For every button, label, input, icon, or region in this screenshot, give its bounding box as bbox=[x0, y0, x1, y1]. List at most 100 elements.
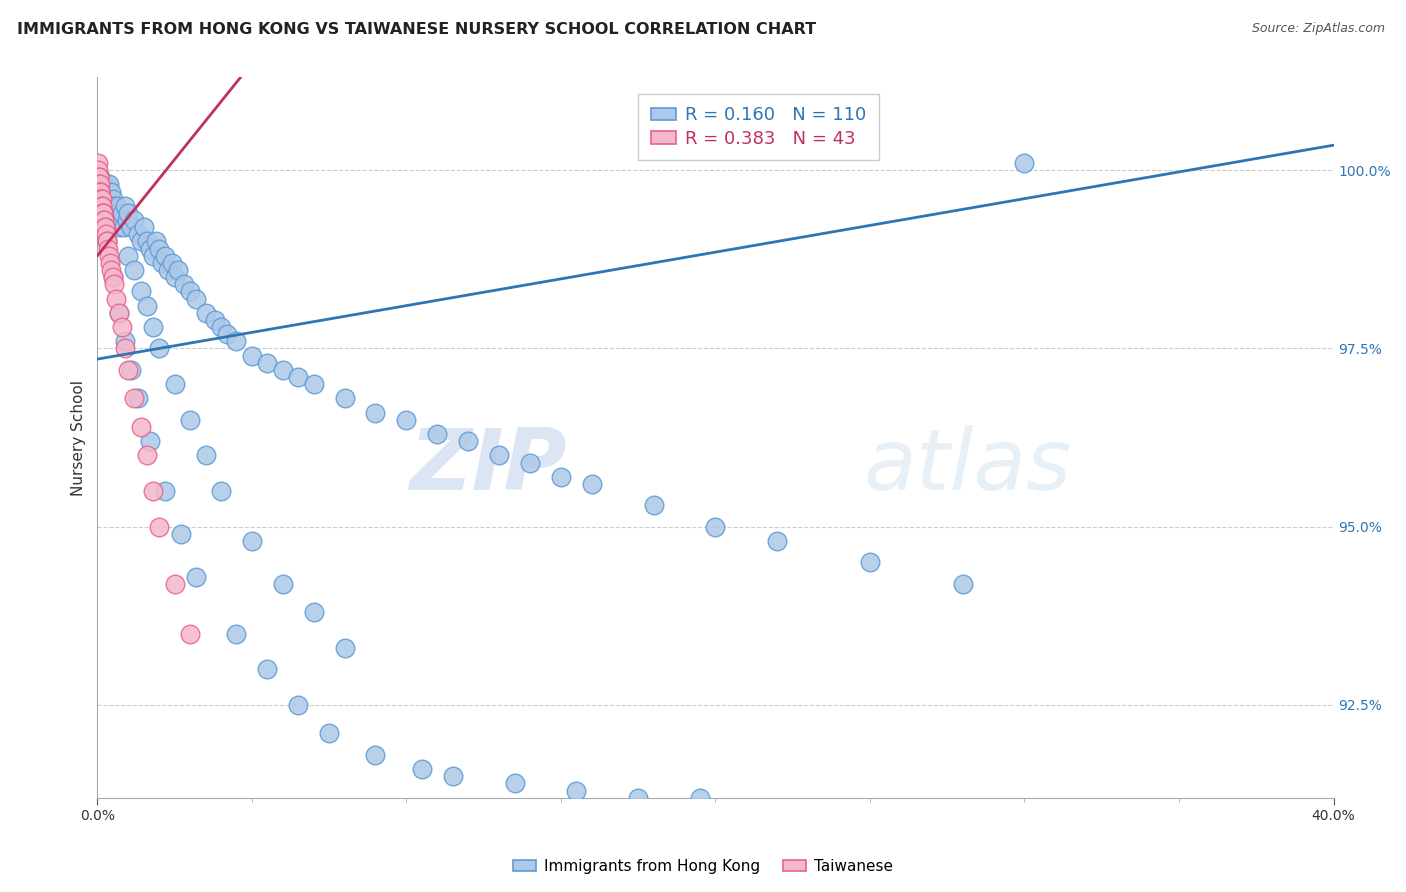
Point bbox=[117, 363, 139, 377]
Point bbox=[170, 526, 193, 541]
Point bbox=[94, 227, 117, 242]
Point bbox=[124, 263, 146, 277]
Point bbox=[96, 185, 118, 199]
Point bbox=[179, 285, 201, 299]
Point bbox=[135, 235, 157, 249]
Point bbox=[129, 420, 152, 434]
Point bbox=[441, 769, 464, 783]
Point bbox=[96, 235, 118, 249]
Point bbox=[457, 434, 479, 449]
Point bbox=[333, 392, 356, 406]
Point bbox=[240, 533, 263, 548]
Point bbox=[287, 698, 309, 712]
Point bbox=[90, 192, 112, 206]
Point bbox=[120, 363, 142, 377]
Point bbox=[101, 192, 124, 206]
Point bbox=[117, 249, 139, 263]
Point bbox=[142, 249, 165, 263]
Point bbox=[87, 156, 110, 170]
Point bbox=[302, 605, 325, 619]
Point bbox=[488, 449, 510, 463]
Point bbox=[93, 213, 115, 227]
Point bbox=[271, 576, 294, 591]
Point bbox=[163, 576, 186, 591]
Point bbox=[135, 299, 157, 313]
Point bbox=[166, 263, 188, 277]
Point bbox=[91, 206, 114, 220]
Point bbox=[94, 192, 117, 206]
Point bbox=[101, 270, 124, 285]
Point bbox=[142, 483, 165, 498]
Point bbox=[98, 249, 121, 263]
Point bbox=[135, 449, 157, 463]
Point bbox=[160, 256, 183, 270]
Point bbox=[148, 519, 170, 533]
Point bbox=[98, 256, 121, 270]
Point bbox=[155, 483, 177, 498]
Point bbox=[225, 626, 247, 640]
Point bbox=[104, 292, 127, 306]
Point bbox=[87, 170, 110, 185]
Point bbox=[111, 320, 134, 334]
Point bbox=[127, 227, 149, 242]
Point bbox=[114, 334, 136, 349]
Point bbox=[108, 220, 131, 235]
Point bbox=[952, 576, 974, 591]
Point bbox=[114, 342, 136, 356]
Point bbox=[204, 313, 226, 327]
Point bbox=[94, 220, 117, 235]
Point bbox=[103, 199, 125, 213]
Point bbox=[89, 185, 111, 199]
Point bbox=[101, 270, 124, 285]
Point bbox=[179, 413, 201, 427]
Point bbox=[157, 263, 180, 277]
Point bbox=[89, 170, 111, 185]
Point bbox=[107, 199, 129, 213]
Point bbox=[209, 320, 232, 334]
Point bbox=[91, 178, 114, 192]
Point bbox=[108, 306, 131, 320]
Point bbox=[333, 640, 356, 655]
Point bbox=[120, 220, 142, 235]
Point bbox=[287, 370, 309, 384]
Point bbox=[97, 192, 120, 206]
Point bbox=[87, 163, 110, 178]
Point bbox=[766, 533, 789, 548]
Point bbox=[129, 235, 152, 249]
Point bbox=[124, 213, 146, 227]
Point bbox=[163, 377, 186, 392]
Point bbox=[114, 199, 136, 213]
Legend: R = 0.160   N = 110, R = 0.383   N = 43: R = 0.160 N = 110, R = 0.383 N = 43 bbox=[638, 94, 879, 161]
Point bbox=[129, 285, 152, 299]
Point bbox=[145, 235, 167, 249]
Text: Source: ZipAtlas.com: Source: ZipAtlas.com bbox=[1251, 22, 1385, 36]
Point bbox=[271, 363, 294, 377]
Point bbox=[100, 185, 122, 199]
Point bbox=[91, 199, 114, 213]
Point bbox=[89, 178, 111, 192]
Point bbox=[91, 199, 114, 213]
Point bbox=[90, 192, 112, 206]
Point bbox=[104, 213, 127, 227]
Point bbox=[97, 242, 120, 256]
Point bbox=[90, 199, 112, 213]
Point bbox=[91, 206, 114, 220]
Point bbox=[256, 356, 278, 370]
Point bbox=[689, 790, 711, 805]
Point bbox=[124, 392, 146, 406]
Point bbox=[148, 342, 170, 356]
Point bbox=[395, 413, 418, 427]
Point bbox=[94, 220, 117, 235]
Point bbox=[132, 220, 155, 235]
Point bbox=[91, 206, 114, 220]
Point bbox=[100, 263, 122, 277]
Point bbox=[142, 320, 165, 334]
Point bbox=[89, 178, 111, 192]
Point bbox=[108, 306, 131, 320]
Point bbox=[209, 483, 232, 498]
Point bbox=[110, 213, 132, 227]
Point bbox=[139, 242, 162, 256]
Point bbox=[411, 762, 433, 776]
Point bbox=[256, 662, 278, 676]
Point bbox=[148, 242, 170, 256]
